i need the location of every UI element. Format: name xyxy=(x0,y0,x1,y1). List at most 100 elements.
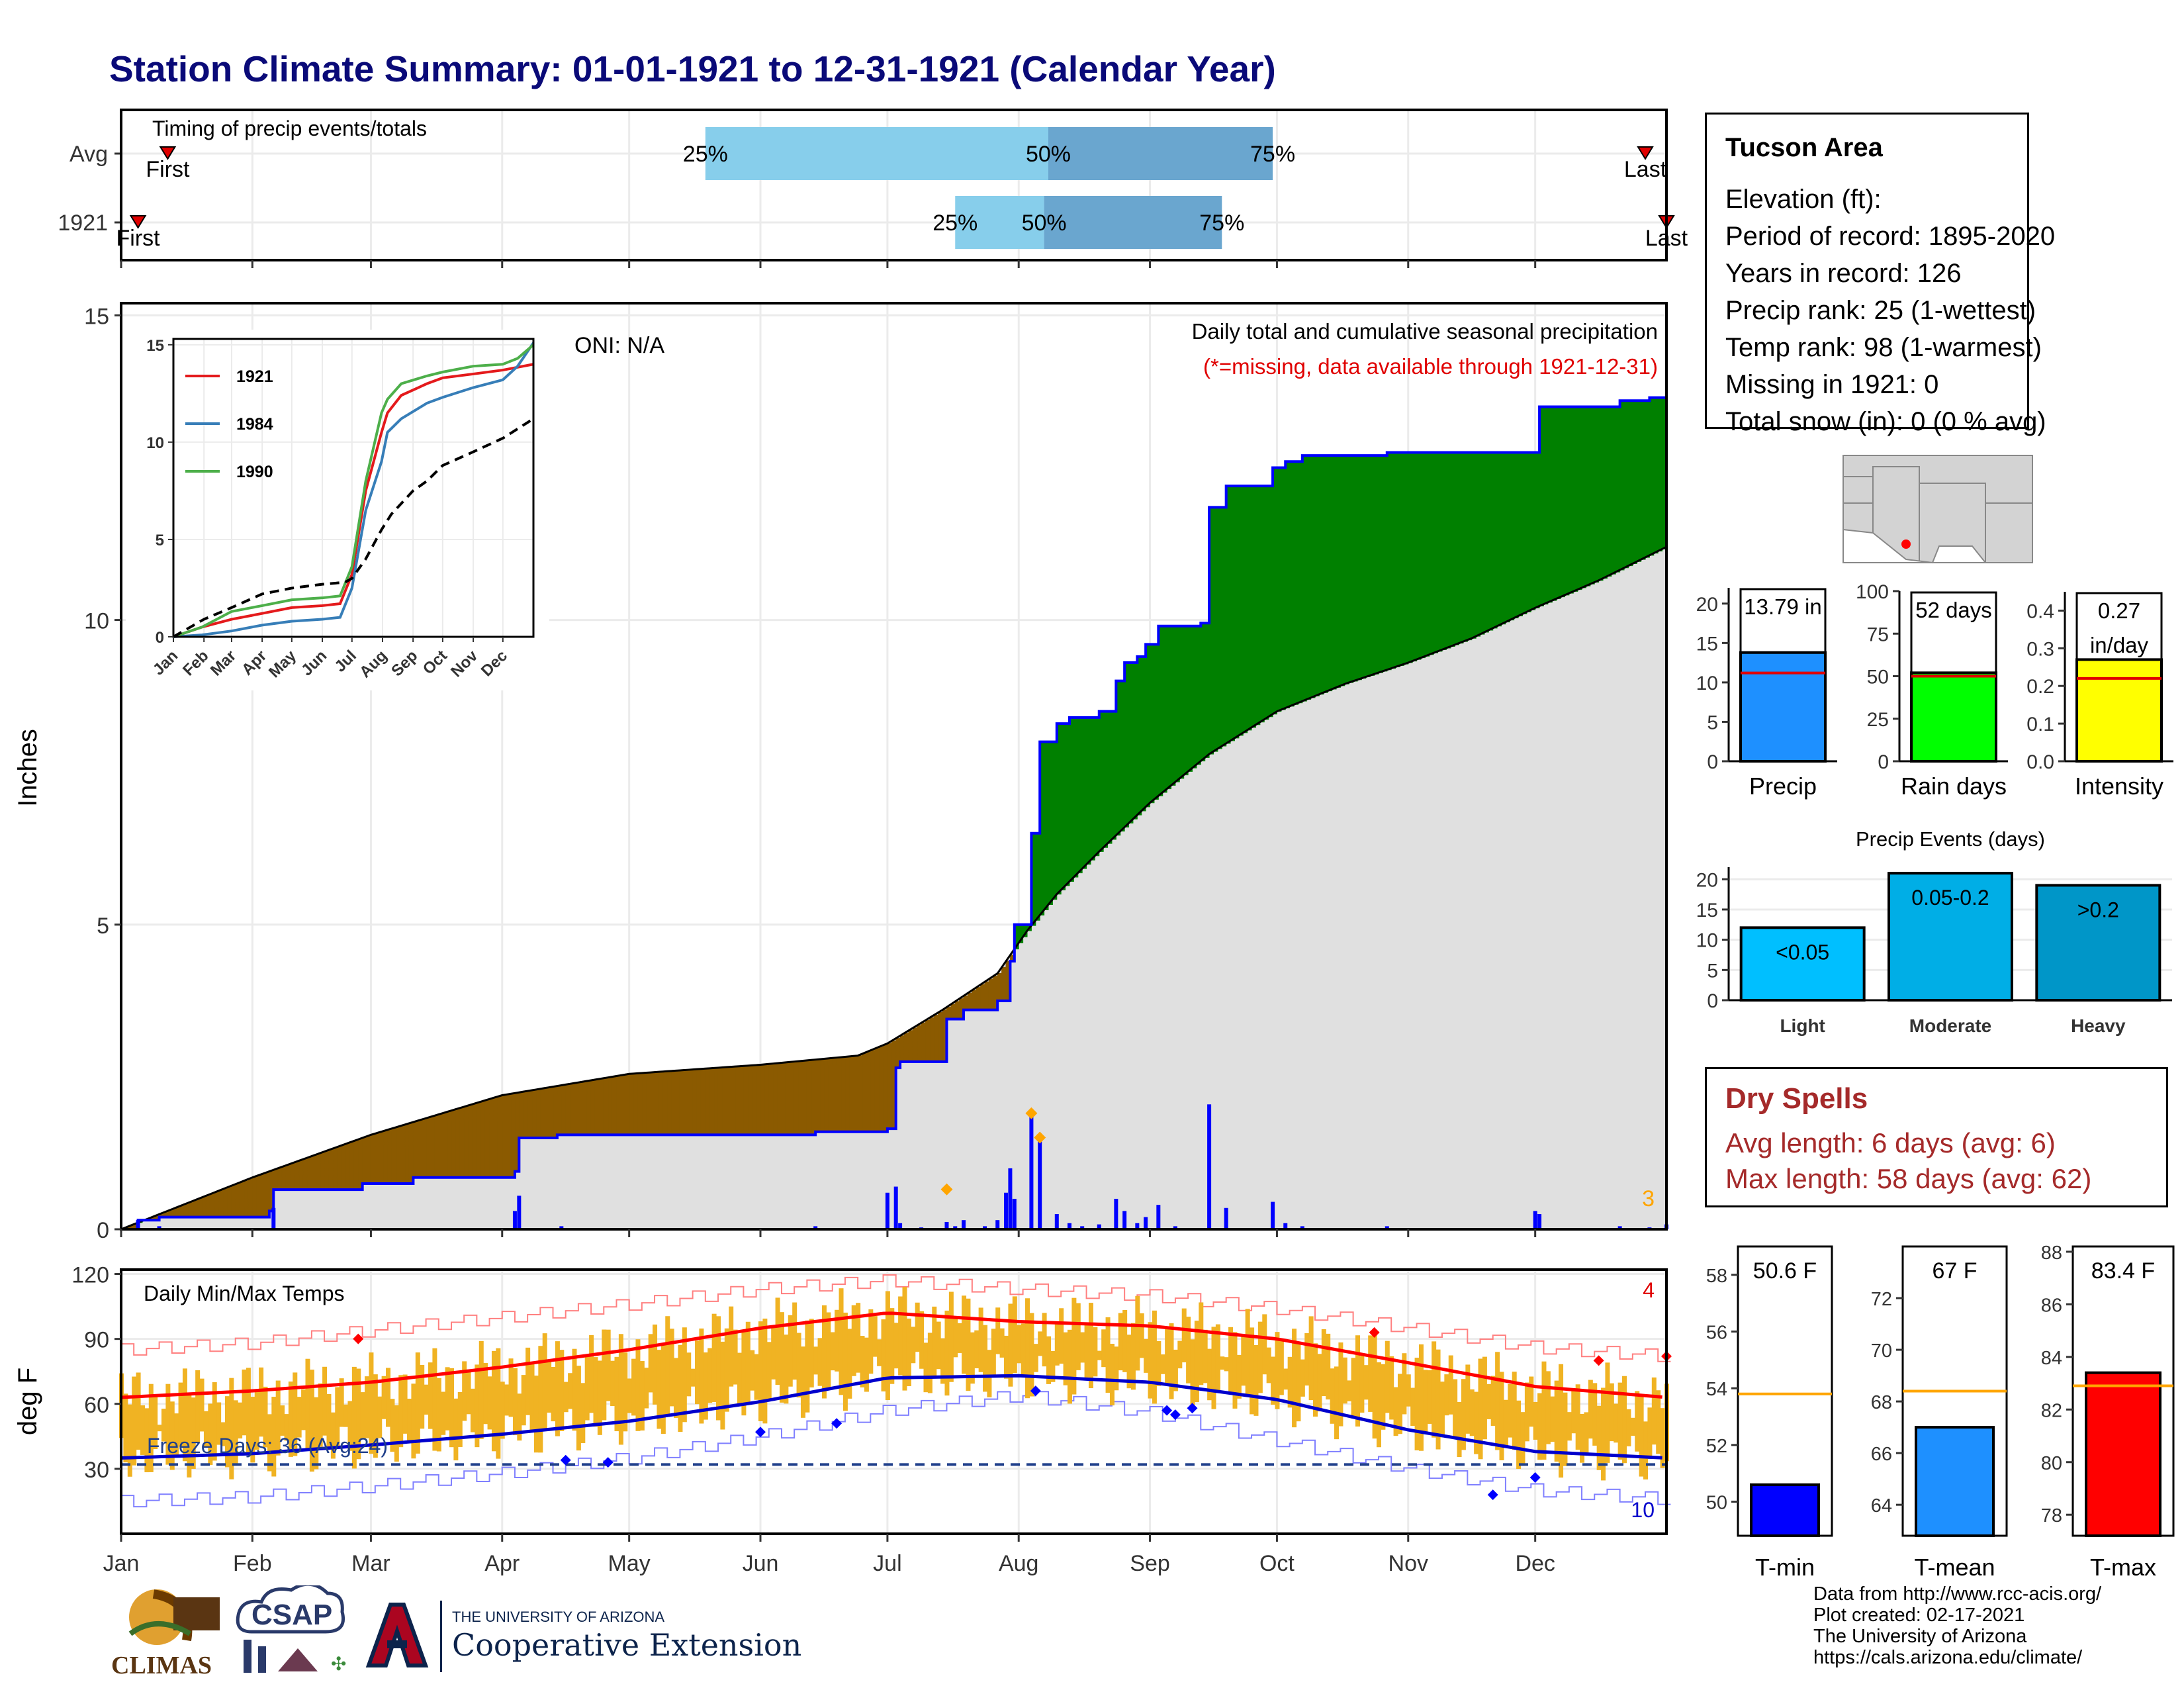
daily-temp-bar xyxy=(1245,1309,1250,1395)
temp-summary-y-tick-label: 84 xyxy=(2041,1348,2062,1369)
daily-precip-bar xyxy=(944,1221,949,1229)
footer-line: Plot created: 02-17-2021 xyxy=(1813,1605,2025,1626)
daily-temp-bar xyxy=(826,1312,831,1389)
daily-temp-bar xyxy=(1630,1417,1635,1436)
temp-summary-bar xyxy=(1915,1426,1995,1537)
timing-row-label: 1921 xyxy=(58,211,108,236)
daily-temp-bar xyxy=(123,1393,128,1463)
daily-temp-bar xyxy=(839,1288,844,1395)
page-title: Station Climate Summary: 01-01-1921 to 1… xyxy=(109,48,1276,89)
summary-value-label: 13.79 in xyxy=(1744,594,1821,619)
daily-temp-bar xyxy=(576,1366,581,1451)
daily-temp-bar xyxy=(1080,1332,1085,1363)
daily-temp-bar xyxy=(1084,1322,1089,1378)
inset-legend-label: 1921 xyxy=(236,367,273,386)
temp-summary-y-tick-label: 66 xyxy=(1871,1444,1892,1465)
precip-events-x-label: Heavy xyxy=(2071,1015,2126,1036)
daily-temp-bar xyxy=(1211,1327,1216,1409)
freeze-days-label: Freeze Days: 36 (Avg:24) xyxy=(147,1434,388,1458)
summary-y-tick-label: 20 xyxy=(1696,594,1718,616)
precip-y-axis-label: Inches xyxy=(13,729,42,807)
daily-temp-bar xyxy=(402,1374,408,1434)
daily-temp-bar xyxy=(1017,1325,1022,1364)
precip-events-y-tick-label: 5 xyxy=(1707,960,1718,982)
daily-temp-bar xyxy=(351,1366,357,1469)
record-low-marker xyxy=(1529,1472,1541,1483)
summary-value-bar xyxy=(2075,658,2163,763)
precip-annotation-title: Daily total and cumulative seasonal prec… xyxy=(1192,319,1658,344)
daily-temp-bar xyxy=(978,1307,983,1372)
record-low-marker xyxy=(1030,1385,1041,1397)
temp-low-count: 10 xyxy=(1631,1498,1655,1522)
daily-temp-bar xyxy=(182,1368,187,1462)
daily-temp-bar xyxy=(238,1402,243,1439)
month-tick-label: Mar xyxy=(351,1551,390,1576)
daily-temp-bar xyxy=(487,1376,492,1430)
daily-precip-bar xyxy=(983,1226,987,1229)
footer-line: https://cals.arizona.edu/climate/ xyxy=(1813,1647,2083,1668)
daily-temp-bar xyxy=(750,1350,755,1391)
daily-temp-bar xyxy=(669,1329,674,1407)
daily-temp-bar xyxy=(242,1369,247,1436)
daily-temp-bar xyxy=(1042,1313,1047,1367)
daily-temp-bar xyxy=(1190,1339,1195,1405)
record-low-marker xyxy=(1161,1405,1173,1416)
daily-temp-bar xyxy=(203,1411,208,1447)
daily-temp-bar xyxy=(174,1413,179,1455)
daily-temp-bar xyxy=(394,1405,399,1462)
temp-summary-y-tick-label: 88 xyxy=(2041,1243,2062,1264)
daily-temp-bar xyxy=(881,1319,886,1391)
daily-precip-bar xyxy=(1271,1201,1275,1229)
precip-y-tick-label: 5 xyxy=(97,914,109,939)
daily-temp-bar xyxy=(898,1296,903,1376)
daily-temp-bar xyxy=(373,1374,378,1458)
daily-temp-bar xyxy=(1046,1336,1051,1384)
daily-temp-bar xyxy=(936,1321,941,1370)
daily-temp-bar xyxy=(1516,1400,1522,1470)
daily-temp-bar xyxy=(1617,1382,1623,1460)
temp-y-tick-label: 60 xyxy=(84,1393,109,1418)
daily-temp-bar xyxy=(318,1383,323,1447)
temp-summary-y-tick-label: 70 xyxy=(1871,1340,1892,1362)
daily-precip-bar xyxy=(953,1226,958,1229)
daily-temp-bar xyxy=(893,1323,899,1369)
daily-temp-bar xyxy=(538,1346,543,1453)
timing-bar-q25-q50 xyxy=(705,127,1048,180)
daily-temp-bar xyxy=(1588,1380,1593,1439)
daily-temp-bar xyxy=(1186,1317,1191,1383)
summary-y-tick-label: 0 xyxy=(1878,751,1889,773)
daily-precip-bar xyxy=(1533,1211,1537,1229)
daily-temp-bar xyxy=(1321,1329,1326,1397)
daily-temp-bar xyxy=(665,1316,670,1417)
precip-events-range-label: 0.05-0.2 xyxy=(1911,886,1989,910)
daily-temp-bar xyxy=(309,1370,314,1472)
daily-temp-bar xyxy=(1545,1371,1551,1444)
timing-marker xyxy=(159,146,177,160)
daily-temp-bar xyxy=(1439,1382,1445,1438)
daily-temp-bar xyxy=(868,1309,874,1374)
daily-temp-bar xyxy=(606,1329,611,1401)
tmax_record-line xyxy=(121,1274,1671,1362)
daily-temp-bar xyxy=(1596,1405,1602,1470)
daily-temp-bar xyxy=(1368,1335,1373,1412)
daily-temp-bar xyxy=(424,1384,429,1415)
daily-temp-bar xyxy=(1033,1344,1038,1372)
ua-extension-text: Cooperative Extension xyxy=(452,1627,802,1663)
station-info-line: Temp rank: 98 (1-warmest) xyxy=(1725,333,2042,362)
daily-temp-bar xyxy=(559,1350,565,1431)
daily-temp-bar xyxy=(1152,1310,1157,1404)
daily-temp-bar xyxy=(136,1372,141,1450)
daily-temp-bar xyxy=(1097,1350,1102,1360)
daily-temp-bar xyxy=(809,1319,814,1387)
daily-temp-bar xyxy=(504,1384,510,1416)
daily-temp-bar xyxy=(1304,1333,1310,1386)
summary-y-tick-label: 0 xyxy=(1707,751,1718,773)
daily-temp-bar xyxy=(1194,1321,1199,1403)
daily-temp-bar xyxy=(962,1295,967,1374)
daily-temp-bar xyxy=(1050,1350,1056,1382)
daily-temp-bar xyxy=(1389,1356,1394,1420)
daily-temp-bar xyxy=(280,1405,285,1436)
daily-temp-bar xyxy=(1232,1332,1238,1409)
daily-temp-bar xyxy=(491,1350,496,1452)
daily-temp-bar xyxy=(766,1342,772,1401)
